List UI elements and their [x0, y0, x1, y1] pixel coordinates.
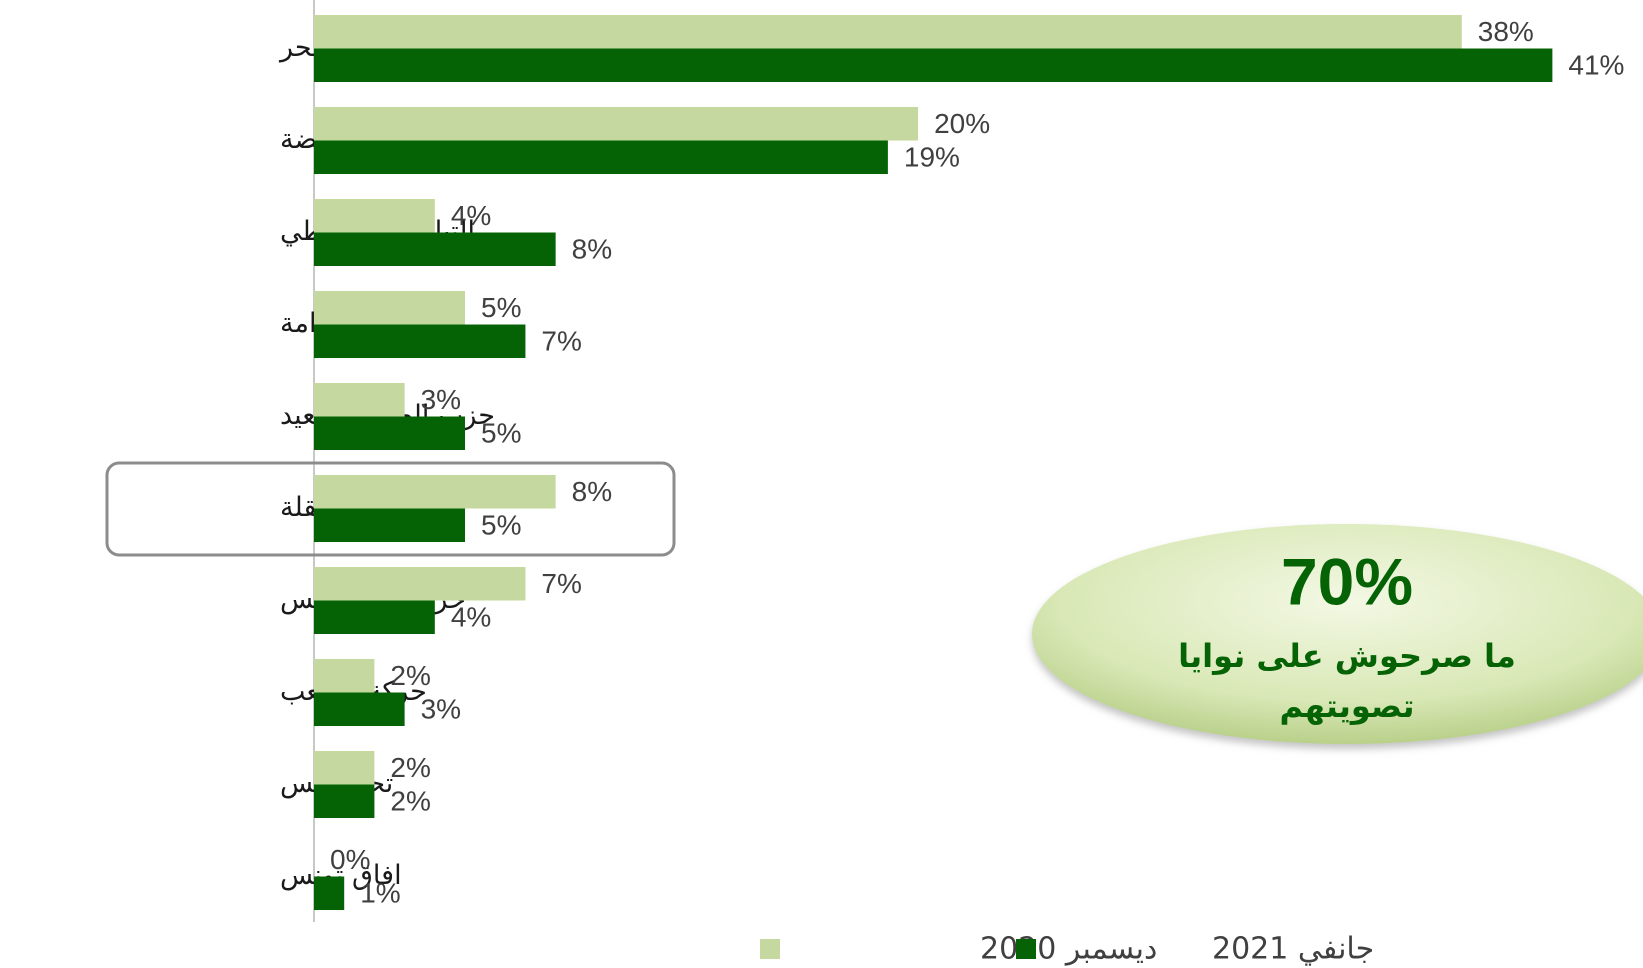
- value-label: 4%: [451, 200, 491, 231]
- legend-swatch: [760, 939, 780, 959]
- bar: [314, 291, 466, 325]
- bar: [314, 475, 556, 509]
- legend-label: جانفي 2021: [1212, 932, 1374, 967]
- value-label: 3%: [421, 384, 461, 415]
- value-label: 7%: [541, 326, 581, 357]
- value-label: 8%: [572, 234, 612, 265]
- value-label: 2%: [390, 660, 430, 691]
- bar: [314, 199, 435, 233]
- value-label: 4%: [451, 602, 491, 633]
- value-label: 41%: [1568, 50, 1624, 81]
- bar: [314, 232, 556, 266]
- value-label: 2%: [390, 752, 430, 783]
- bar: [314, 15, 1462, 49]
- bar: [314, 600, 435, 634]
- legend-swatch: [1016, 939, 1036, 959]
- bar: [314, 383, 405, 417]
- value-label: 7%: [541, 568, 581, 599]
- bar: [314, 416, 466, 450]
- highlight-box: [105, 461, 676, 557]
- value-label: 8%: [572, 476, 612, 507]
- bar: [314, 784, 375, 818]
- legend-label: ديسمبر 2020: [980, 932, 1157, 967]
- bar: [314, 140, 888, 174]
- value-label: 38%: [1478, 16, 1534, 47]
- bar: [314, 508, 466, 542]
- bar: [314, 876, 345, 910]
- value-label: 0%: [330, 844, 370, 875]
- value-label: 5%: [481, 418, 521, 449]
- value-label: 5%: [481, 510, 521, 541]
- annotation-headline: 70%: [1281, 544, 1413, 618]
- value-label: 20%: [934, 108, 990, 139]
- annotation-text: ما صرحوش على نوايا: [1178, 637, 1516, 675]
- bar: [314, 692, 405, 726]
- bar: [314, 48, 1553, 82]
- value-label: 3%: [421, 694, 461, 725]
- value-label: 2%: [390, 786, 430, 817]
- bar: [314, 107, 919, 141]
- bar: [314, 659, 375, 693]
- annotation-text: تصويتهم: [1280, 687, 1415, 725]
- bar: [314, 324, 526, 358]
- bar: [314, 567, 526, 601]
- value-label: 1%: [360, 878, 400, 909]
- value-label: 5%: [481, 292, 521, 323]
- value-label: 19%: [904, 142, 960, 173]
- bar: [314, 751, 375, 785]
- annotation-bubble: [1032, 524, 1643, 744]
